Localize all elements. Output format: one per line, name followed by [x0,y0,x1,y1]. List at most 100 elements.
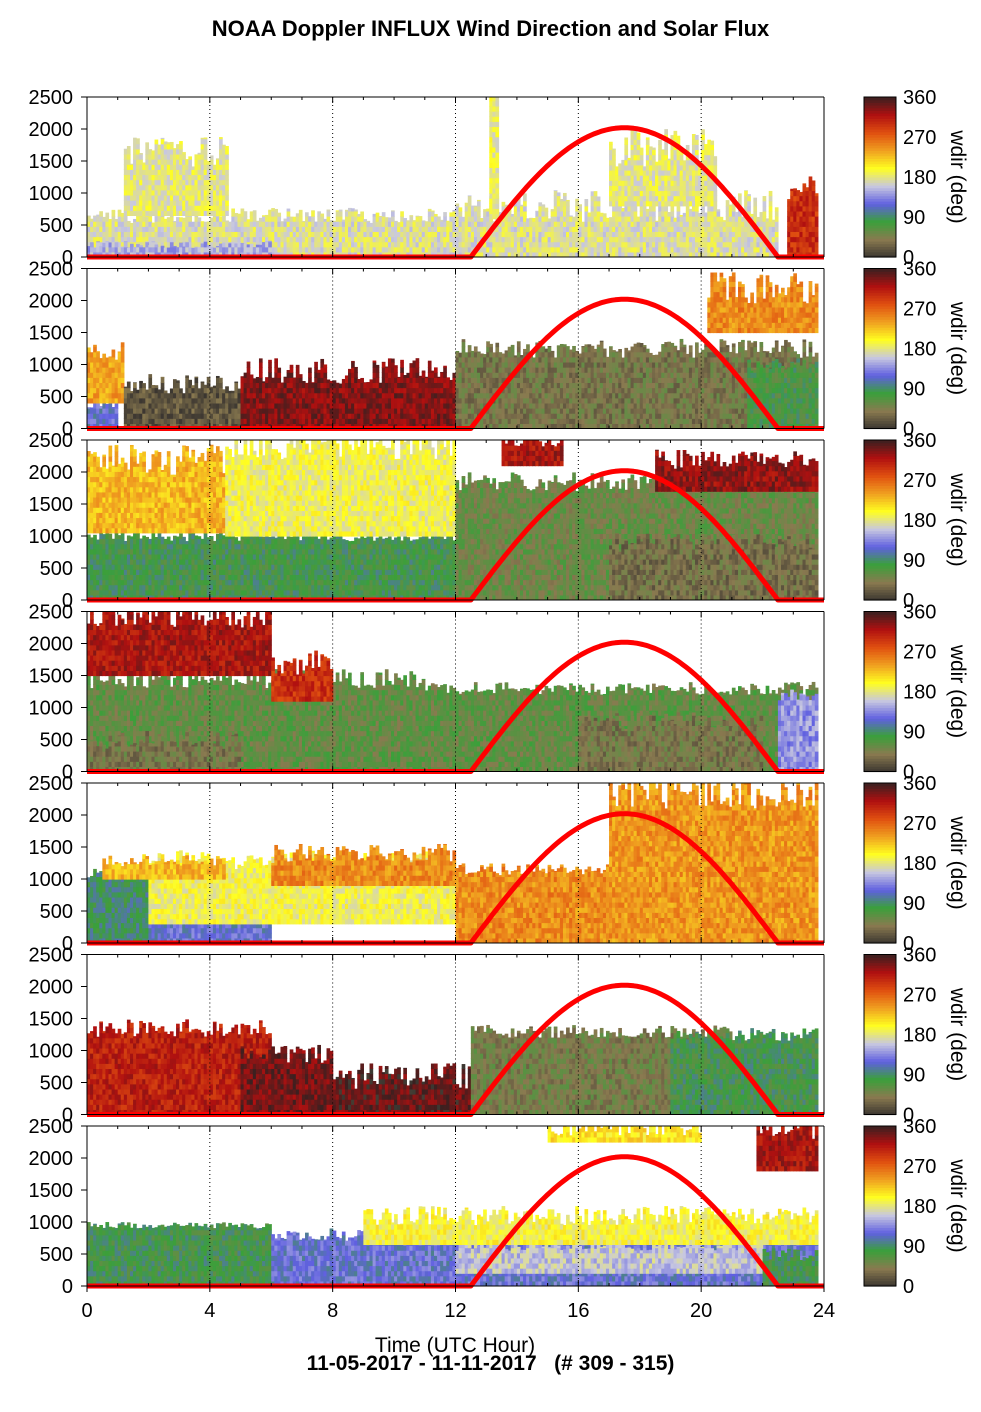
heat-cell [96,418,100,424]
heat-cell [452,397,457,404]
heat-cell [246,361,251,368]
heat-cell [688,216,693,222]
heat-cell [231,216,235,222]
heat-cell [338,397,343,404]
heat-cell [222,179,226,186]
heat-cell [305,231,309,238]
heat-cell [707,216,711,222]
heat-cell [609,236,613,243]
heat-cell [676,175,681,181]
heat-cell [679,231,684,238]
heat-cell [262,242,266,248]
heat-cell [553,195,558,202]
heat-cell [295,251,300,257]
heat-cell [136,184,140,191]
heat-cell [320,367,325,373]
heat-cell [645,251,650,257]
heat-cell [148,413,153,419]
heat-cell [596,246,601,253]
heat-cell [154,153,159,160]
heat-cell [108,236,113,243]
heat-cell [157,215,162,217]
heat-cell [320,413,325,419]
heat-cell [182,152,186,155]
heat-cell [341,418,346,424]
heat-cell [222,153,226,160]
heat-cell [228,243,232,248]
heat-cell [664,195,668,202]
heat-cell [418,216,423,222]
heat-cell [584,241,589,248]
heat-cell [452,418,457,424]
heat-cell [90,367,94,373]
heat-cell [443,413,447,419]
colorbar-segment [864,131,896,135]
heat-cell [225,145,229,150]
colorbar-segment [864,235,896,239]
heat-cell [480,231,484,238]
heat-cell [464,226,469,232]
heat-cell [532,226,536,232]
heat-cell [596,216,601,222]
heat-cell [317,413,321,419]
heat-cell [612,159,616,166]
heat-cell [206,210,211,216]
heat-cell [262,231,266,238]
heat-cell [225,226,229,232]
heat-cell [446,220,450,222]
heat-cell [652,210,656,217]
heat-cell [599,212,604,217]
heat-cell [111,210,116,217]
heat-cell [400,392,404,399]
heat-cell [209,194,214,201]
heat-cell [495,157,500,163]
heat-cell [381,413,386,419]
heat-cell [458,236,463,243]
heat-cell [197,189,202,196]
heat-cell [566,246,570,253]
heat-cell [375,221,380,227]
heat-cell [123,179,128,186]
heat-cell [658,251,662,257]
heat-cell [182,179,186,186]
heat-cell [169,174,174,181]
heat-cell [446,377,450,384]
heat-cell [166,251,171,257]
heat-cell [206,179,211,186]
heat-cell [584,205,589,212]
heat-cell [280,423,285,429]
heat-cell [363,226,368,232]
heat-cell [249,408,254,414]
heat-cell [808,231,813,238]
heat-cell [363,231,368,238]
heat-cell [624,216,629,222]
heat-cell [136,402,140,409]
heat-cell [157,389,162,394]
heat-cell [212,221,217,227]
heat-cell [212,251,217,257]
heat-cell [212,194,217,201]
heat-cell [642,246,647,253]
heat-cell [695,154,699,161]
heat-cell [191,179,196,186]
heat-cell [185,413,189,419]
heat-cell [452,246,457,253]
heat-cell [535,216,540,222]
heat-cell [618,226,622,232]
heat-cell [249,397,254,404]
heat-cell [688,164,693,171]
heat-cell [354,397,358,404]
heat-cell [129,391,134,394]
heat-cell [387,387,392,394]
heat-cell [676,195,681,202]
heat-cell [154,231,159,238]
heat-cell [710,205,715,212]
heat-cell [464,397,469,404]
heat-cell [691,134,696,140]
heat-cell [639,164,644,171]
heat-cell [206,189,211,196]
heat-cell [808,200,813,207]
heat-cell [648,159,653,166]
heat-cell [163,153,168,160]
heat-cell [99,367,103,373]
